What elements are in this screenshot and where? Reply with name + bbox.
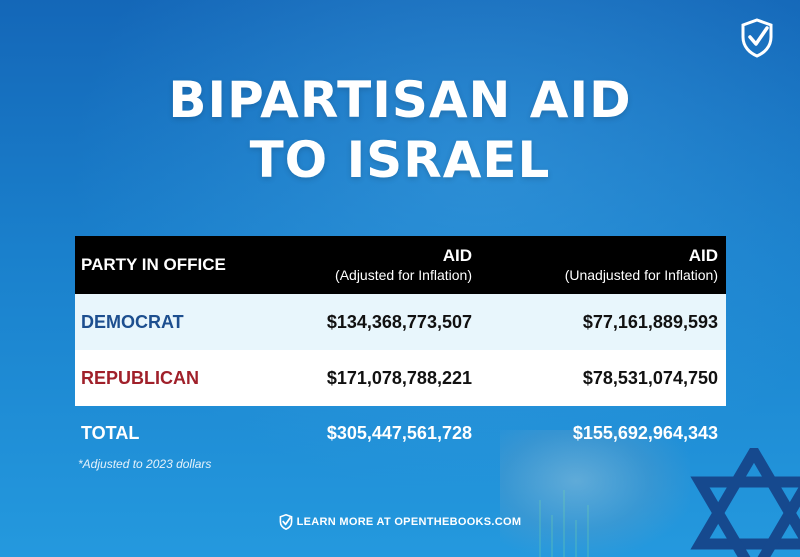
adjusted-value: $134,368,773,507 xyxy=(326,311,472,332)
header-unadjusted: AID (Unadjusted for Inflation) xyxy=(472,246,726,284)
header-adjusted: AID (Adjusted for Inflation) xyxy=(290,246,472,284)
shield-check-icon xyxy=(741,18,773,58)
title-line-2: TO ISRAEL xyxy=(249,131,551,189)
total-adjusted-value: $305,447,561,728 xyxy=(326,422,472,443)
aid-table: PARTY IN OFFICE AID (Adjusted for Inflat… xyxy=(75,236,726,460)
party-label: DEMOCRAT xyxy=(81,311,184,332)
page-title: BIPARTISAN AID TO ISRAEL xyxy=(0,70,800,190)
header-unadjusted-sub: (Unadjusted for Inflation) xyxy=(564,267,718,283)
unadjusted-value: $77,161,889,593 xyxy=(582,311,718,332)
table-row-democrat: DEMOCRAT $134,368,773,507 $77,161,889,59… xyxy=(75,294,726,350)
footer-text: LEARN MORE AT OPENTHEBOOKS.COM xyxy=(296,515,522,528)
header-party: PARTY IN OFFICE xyxy=(81,255,226,274)
adjusted-value: $171,078,788,221 xyxy=(326,367,472,388)
total-label: TOTAL xyxy=(81,422,140,443)
unadjusted-value: $78,531,074,750 xyxy=(582,367,718,388)
table-row-total: TOTAL $305,447,561,728 $155,692,964,343 xyxy=(75,406,726,460)
star-of-david-icon xyxy=(690,448,800,557)
footer-link[interactable]: LEARN MORE AT OPENTHEBOOKS.COM xyxy=(0,514,800,530)
header-unadjusted-main: AID xyxy=(688,246,718,265)
shield-check-icon xyxy=(279,514,293,530)
party-label: REPUBLICAN xyxy=(81,367,200,388)
table-header-row: PARTY IN OFFICE AID (Adjusted for Inflat… xyxy=(75,236,726,294)
header-adjusted-sub: (Adjusted for Inflation) xyxy=(335,267,472,283)
total-unadjusted-value: $155,692,964,343 xyxy=(572,422,718,443)
background-bill-image xyxy=(500,430,690,557)
header-adjusted-main: AID xyxy=(442,246,472,265)
background-chart-graphic xyxy=(539,490,589,557)
table-row-republican: REPUBLICAN $171,078,788,221 $78,531,074,… xyxy=(75,350,726,406)
footnote: *Adjusted to 2023 dollars xyxy=(78,457,212,471)
title-line-1: BIPARTISAN AID xyxy=(168,71,632,129)
